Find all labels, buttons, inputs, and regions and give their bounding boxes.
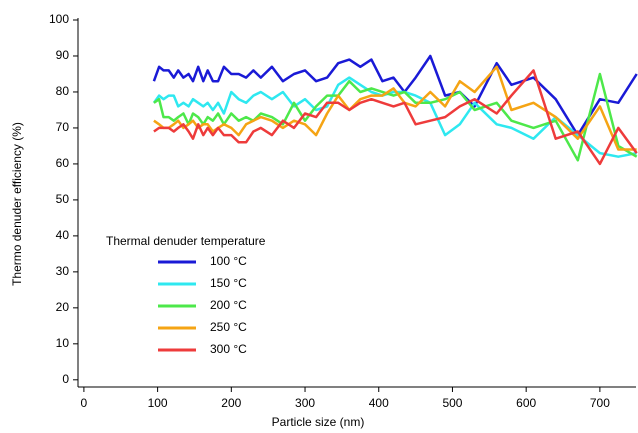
y-tick-label: 10: [56, 336, 70, 350]
data-line: [152, 76, 637, 158]
y-tick-label: 80: [56, 84, 70, 98]
y-tick-label: 60: [56, 156, 70, 170]
x-tick-label: 100: [148, 396, 168, 410]
data-line: [153, 72, 638, 162]
legend-label: 100 °C: [210, 254, 247, 268]
x-tick-label: 600: [516, 396, 536, 410]
x-tick-label: 0: [81, 396, 88, 410]
legend-title: Thermal denuder temperature: [106, 234, 266, 248]
legend-label: 200 °C: [210, 298, 247, 312]
legend-label: 150 °C: [210, 276, 247, 290]
x-tick-label: 500: [442, 396, 462, 410]
y-tick-label: 50: [56, 192, 70, 206]
y-axis-label: Thermo denuder efficiency (%): [10, 122, 24, 286]
y-tick-label: 90: [56, 48, 70, 62]
x-axis-label: Particle size (nm): [272, 415, 365, 429]
data-line: [152, 54, 638, 137]
data-line: [153, 69, 638, 166]
y-tick-label: 70: [56, 120, 70, 134]
y-tick-label: 20: [56, 300, 70, 314]
legend-label: 300 °C: [210, 342, 247, 356]
y-tick-label: 0: [62, 372, 69, 386]
y-tick-label: 40: [56, 228, 70, 242]
x-tick-label: 400: [369, 396, 389, 410]
legend-label: 250 °C: [210, 320, 247, 334]
y-tick-label: 100: [49, 12, 69, 26]
x-tick-label: 300: [295, 396, 315, 410]
x-tick-label: 700: [590, 396, 610, 410]
x-tick-label: 200: [221, 396, 241, 410]
y-tick-label: 30: [56, 264, 70, 278]
